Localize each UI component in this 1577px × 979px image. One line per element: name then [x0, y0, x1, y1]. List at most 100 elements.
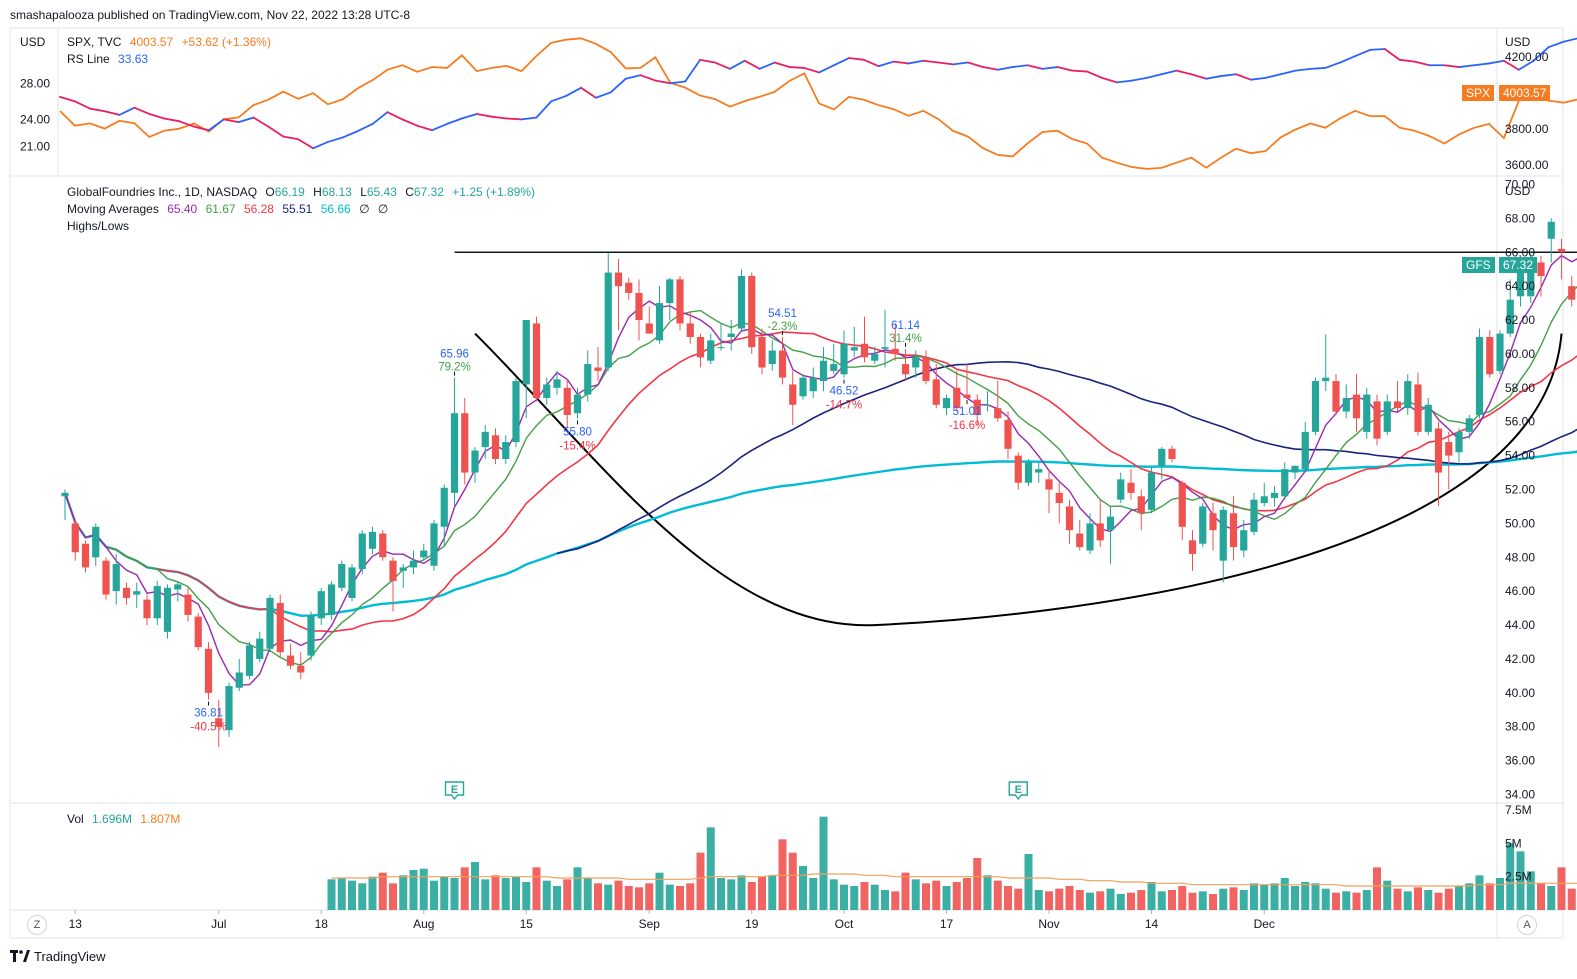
candle-body: [1568, 286, 1576, 300]
volume-bar: [860, 882, 869, 910]
volume-pane: [327, 816, 1577, 910]
candle: [102, 557, 110, 600]
ma200-value: 56.66: [320, 202, 351, 216]
candle-body: [963, 394, 971, 398]
vol-label[interactable]: Vol: [67, 812, 84, 826]
candle-body: [1547, 221, 1555, 239]
candle-body: [1537, 262, 1545, 276]
candle-body: [1557, 248, 1566, 253]
volume-bar: [378, 872, 387, 910]
candle-body: [1516, 269, 1525, 297]
symbol-title[interactable]: GlobalFoundries Inc., 1D, NASDAQ: [67, 185, 258, 199]
candle-body: [1301, 431, 1309, 470]
volume-bar: [1239, 890, 1248, 910]
a-button[interactable]: A: [1517, 915, 1537, 935]
spx-last-value: 4003.57: [1499, 85, 1551, 101]
rs-segment: [103, 110, 121, 116]
candle: [860, 316, 869, 363]
candle: [245, 642, 254, 680]
high-low-label: 46.52 -14.7%: [826, 379, 862, 412]
spx-last-tag: SPX: [1462, 85, 1495, 101]
volume-bar: [645, 883, 654, 910]
low-pct: -15.4%: [559, 440, 595, 452]
candle: [1414, 372, 1422, 436]
spx-symbol[interactable]: SPX, TVC: [67, 35, 122, 49]
rs-segment: [386, 111, 404, 121]
rs-segment: [996, 66, 1014, 71]
high-low-label: 54.51-2.3%: [767, 308, 798, 335]
candle-body: [1455, 431, 1463, 453]
candle: [635, 279, 643, 341]
candle-body: [819, 360, 828, 382]
candle-body: [604, 272, 612, 368]
candle: [809, 367, 817, 398]
volume-bar: [1352, 892, 1361, 910]
candle: [215, 699, 223, 748]
candle-body: [1465, 418, 1473, 432]
earnings-badge: [444, 781, 465, 801]
rs-segment: [1160, 69, 1178, 76]
rs-segment: [73, 100, 91, 110]
axes-layer: 70.00 68.00 66.00 64.00 62.00 60.00 58.00 56.00…: [20, 50, 1549, 931]
candle: [1219, 506, 1227, 583]
volume-bar: [327, 879, 336, 910]
highs-lows-label[interactable]: Highs/Lows: [67, 219, 130, 233]
z-button[interactable]: Z: [27, 915, 47, 935]
volume-bar: [1198, 891, 1207, 910]
rs-segment: [341, 130, 359, 139]
candle-body: [235, 672, 243, 688]
price-axis-tick: 46.00: [1505, 584, 1535, 598]
volume-bar: [1116, 894, 1125, 910]
price-axis-tick: 62.00: [1505, 313, 1535, 327]
ohlc-change: +1.25 (+1.89%): [452, 185, 536, 199]
rs-segment: [1115, 79, 1133, 84]
candle-body: [932, 379, 940, 405]
candle: [1352, 374, 1361, 432]
volume-bar: [1485, 883, 1494, 910]
rs-segment: [922, 59, 940, 64]
volume-bar: [1014, 888, 1023, 910]
volume-bar: [1342, 891, 1351, 910]
candle-body: [163, 587, 172, 632]
candle-body: [348, 567, 356, 598]
volume-bar: [737, 875, 746, 910]
candle-body: [1004, 420, 1012, 449]
volume-bar: [563, 879, 572, 910]
candle: [1024, 458, 1033, 487]
candle: [1465, 414, 1473, 439]
tradingview-logo[interactable]: TradingView: [10, 947, 106, 965]
candle: [1240, 520, 1248, 558]
candle-body: [1383, 401, 1391, 432]
volume-bar: [1557, 867, 1566, 910]
rs-segment: [222, 118, 240, 123]
candle: [1568, 275, 1576, 307]
candle-body: [1219, 509, 1227, 561]
candle-body: [1393, 401, 1402, 409]
high-pct: 79.2%: [438, 362, 471, 374]
high-value: 65.96: [440, 349, 469, 361]
candle-body: [215, 718, 223, 727]
volume-bar: [758, 876, 766, 910]
volume-bar: [573, 867, 582, 910]
volume-bar: [1424, 890, 1433, 910]
candle: [1404, 374, 1412, 415]
candle-body: [92, 526, 100, 558]
high-value: 54.51: [768, 308, 797, 320]
volume-bar: [1096, 891, 1105, 910]
candle-body: [717, 347, 725, 349]
candle: [1147, 465, 1156, 514]
rs-label[interactable]: RS Line: [67, 52, 110, 66]
candle-body: [789, 384, 797, 405]
candle-body: [225, 686, 233, 731]
candle: [1188, 530, 1197, 571]
candle: [307, 611, 315, 661]
candle-body: [1199, 506, 1207, 544]
rs-segment: [1503, 59, 1520, 71]
ma-label[interactable]: Moving Averages: [67, 202, 159, 216]
candle: [317, 587, 325, 626]
volume-bar: [1280, 878, 1289, 910]
rs-segment: [327, 136, 344, 143]
rs-segment: [580, 86, 597, 99]
rs-segment: [728, 59, 746, 70]
